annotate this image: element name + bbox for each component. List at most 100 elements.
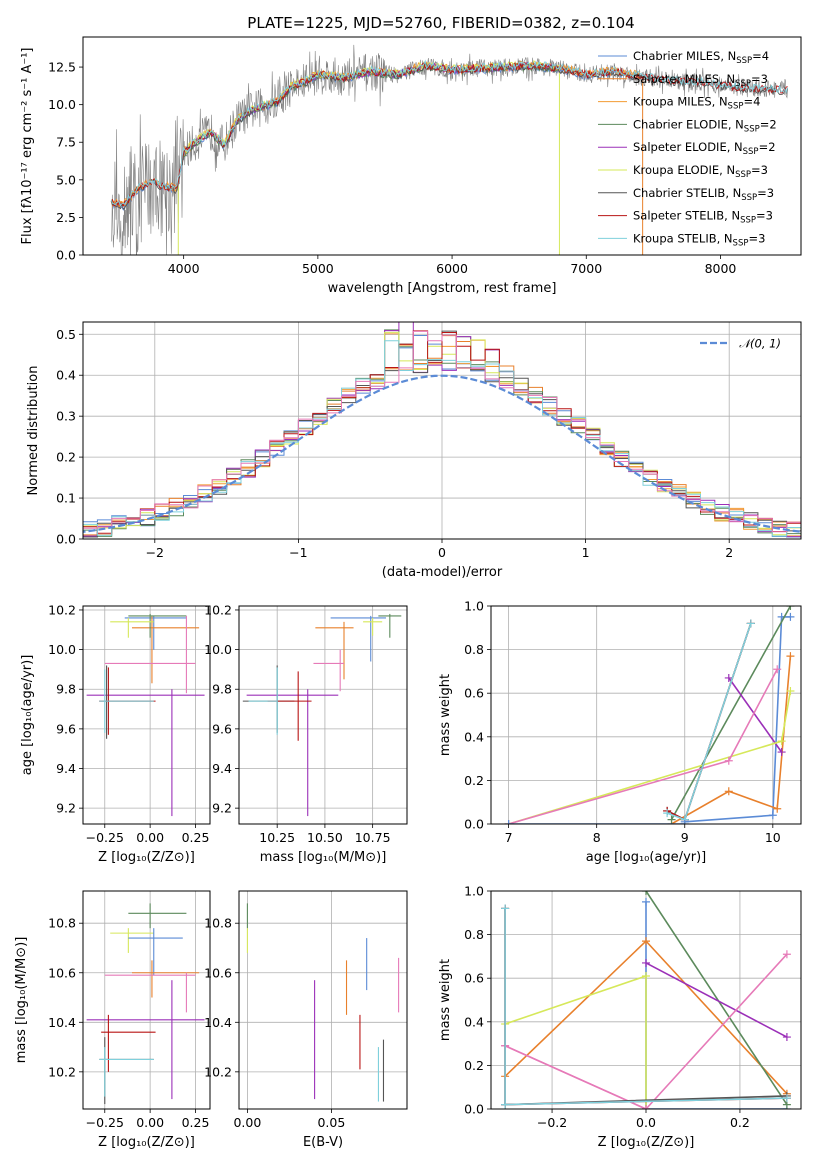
panel-mass-vs-Z: −0.25 0.00 0.25 10.2 10.4 10.6 10.8 Z [log₁₀(Z/… [14, 890, 211, 1150]
panel-spectrum: 4000 5000 6000 7000 8000 0.0 2.5 5.0 7.5 10.0 12.5… [20, 36, 802, 296]
weight-line [670, 606, 792, 820]
weight-line [645, 962, 788, 1038]
legend-value: =3 [751, 163, 768, 177]
legend-value: =4 [752, 49, 769, 63]
weight-marker [782, 950, 791, 959]
axes-frame [490, 605, 802, 825]
weight-line [645, 901, 787, 1109]
legend-entry: Kroupa STELIB, NSSP=3 [633, 231, 765, 248]
y-tick-label: 9.4 [212, 761, 232, 776]
legend-subscript: SSP [736, 56, 752, 66]
x-tick-label: 4000 [168, 261, 200, 276]
y-tick-label: 0.8 [464, 927, 484, 942]
x-tick-label: 10.75 [355, 830, 391, 845]
histogram-steps [83, 330, 801, 533]
x-tick-label: 10 [765, 830, 781, 845]
x-tick-label: −0.25 [86, 830, 124, 845]
weight-marker [786, 606, 795, 610]
weight-line [508, 668, 778, 824]
legend-subscript: SSP [741, 193, 757, 203]
x-tick-label: 2 [725, 545, 733, 560]
y-tick-label: 9.6 [56, 721, 76, 736]
x-axis-label: Z [log₁₀(Z/Z⊙)] [598, 1135, 695, 1150]
weight-marker [724, 756, 733, 765]
y-axis-label: mass [log₁₀(M/M⊙)] [14, 937, 29, 1064]
x-tick-label: 0.00 [233, 1115, 261, 1130]
plots: 4000 5000 6000 7000 80000.02.55.07.510.012.5… [14, 36, 802, 1150]
y-tick-label: 0.4 [56, 368, 76, 383]
x-tick-label: 0.00 [136, 1115, 164, 1130]
axes-frame [238, 890, 408, 1110]
weight-line [508, 690, 792, 824]
y-tick-label: 10.6 [48, 965, 76, 980]
weight-marker [680, 820, 689, 824]
y-tick-label: 1.0 [464, 599, 484, 614]
y-tick-label: 10.2 [48, 1064, 76, 1079]
y-tick-label: 9.8 [212, 682, 232, 697]
weight-marker [786, 612, 795, 621]
x-tick-label: 9 [681, 830, 689, 845]
y-tick-label: 0.2 [56, 450, 76, 465]
weight-marker [667, 815, 676, 824]
y-tick-label: 9.8 [56, 682, 76, 697]
legend-entry: Chabrier ELODIE, NSSP=2 [633, 117, 777, 134]
weight-marker [777, 737, 786, 746]
plot-area-spectrum [110, 44, 789, 255]
y-tick-label: 7.5 [56, 135, 76, 150]
weight-marker [724, 787, 733, 796]
weight-marker [501, 904, 510, 913]
panel-age-vs-Z: −0.25 0.00 0.25 9.2 9.4 9.6 9.8 10.0 10.2 Z [log₁… [20, 602, 211, 865]
legend-value: =3 [756, 209, 773, 223]
legend-value: =2 [760, 117, 777, 131]
y-tick-label: 2.5 [56, 210, 76, 225]
legend-name: Kroupa MILES, N [633, 95, 728, 109]
y-tick-label: 1.0 [464, 884, 484, 899]
weight-marker [642, 972, 650, 981]
legend-subscript: SSP [744, 124, 760, 134]
y-axis-label: Normed distribution [26, 366, 41, 496]
legend-name: Chabrier ELODIE, N [633, 117, 744, 131]
panel-age-vs-mass: 10.25 10.50 10.75 9.2 9.4 9.6 9.8 10.0 10.2 mass … [204, 602, 408, 865]
x-axis-label: mass [log₁₀(M/M⊙)] [260, 850, 387, 865]
x-tick-label: −0.2 [537, 1115, 567, 1130]
y-tick-label: 10.8 [48, 916, 76, 931]
legend-entry: Chabrier MILES, NSSP=4 [633, 49, 769, 66]
weight-line [504, 974, 647, 1109]
x-axis-label: Z [log₁₀(Z/Z⊙)] [98, 1135, 195, 1150]
legend-entry: Kroupa ELODIE, NSSP=3 [633, 163, 768, 180]
x-tick-label: 0.2 [730, 1115, 750, 1130]
plot-area-residuals [83, 322, 801, 538]
y-tick-label: 0.0 [464, 1102, 484, 1117]
residual-legend: 𝒩(0, 1) [700, 337, 781, 351]
y-tick-label: 9.6 [212, 721, 232, 736]
y-tick-label: 10.0 [48, 642, 76, 657]
y-tick-label: 0.8 [464, 642, 484, 657]
model-spectrum [110, 59, 789, 206]
y-tick-label: 10.0 [204, 642, 232, 657]
weight-line [728, 677, 783, 753]
y-tick-label: 0.0 [464, 817, 484, 832]
x-tick-label: 0.0 [636, 1115, 656, 1130]
legend-value: =3 [757, 186, 774, 200]
legend-entry: Salpeter STELIB, NSSP=3 [633, 209, 773, 226]
plot-area-mass-vs-EBV [246, 903, 400, 1102]
x-tick-label: 8000 [705, 261, 737, 276]
legend-subscript: SSP [728, 102, 744, 112]
weight-marker [773, 665, 782, 674]
y-tick-label: 9.4 [56, 761, 76, 776]
legend-name: Salpeter MILES, N [633, 72, 735, 86]
weight-marker [504, 820, 513, 824]
panel-weight-vs-age: 7 8 9 10 0.0 0.2 0.4 0.6 0.8 1.0 age [log₁₀(age/yr… [438, 599, 802, 865]
y-tick-label: 9.2 [212, 801, 232, 816]
x-axis-label: E(B-V) [303, 1135, 343, 1150]
y-tick-label: 10.4 [204, 1015, 232, 1030]
weight-marker [642, 891, 650, 895]
y-tick-label: 10.6 [204, 965, 232, 980]
y-axis-label: mass weight [438, 959, 453, 1041]
x-tick-label: 0.25 [182, 830, 210, 845]
legend-value: =4 [743, 95, 760, 109]
x-tick-label: 7 [505, 830, 513, 845]
legend-value: =2 [759, 140, 776, 154]
